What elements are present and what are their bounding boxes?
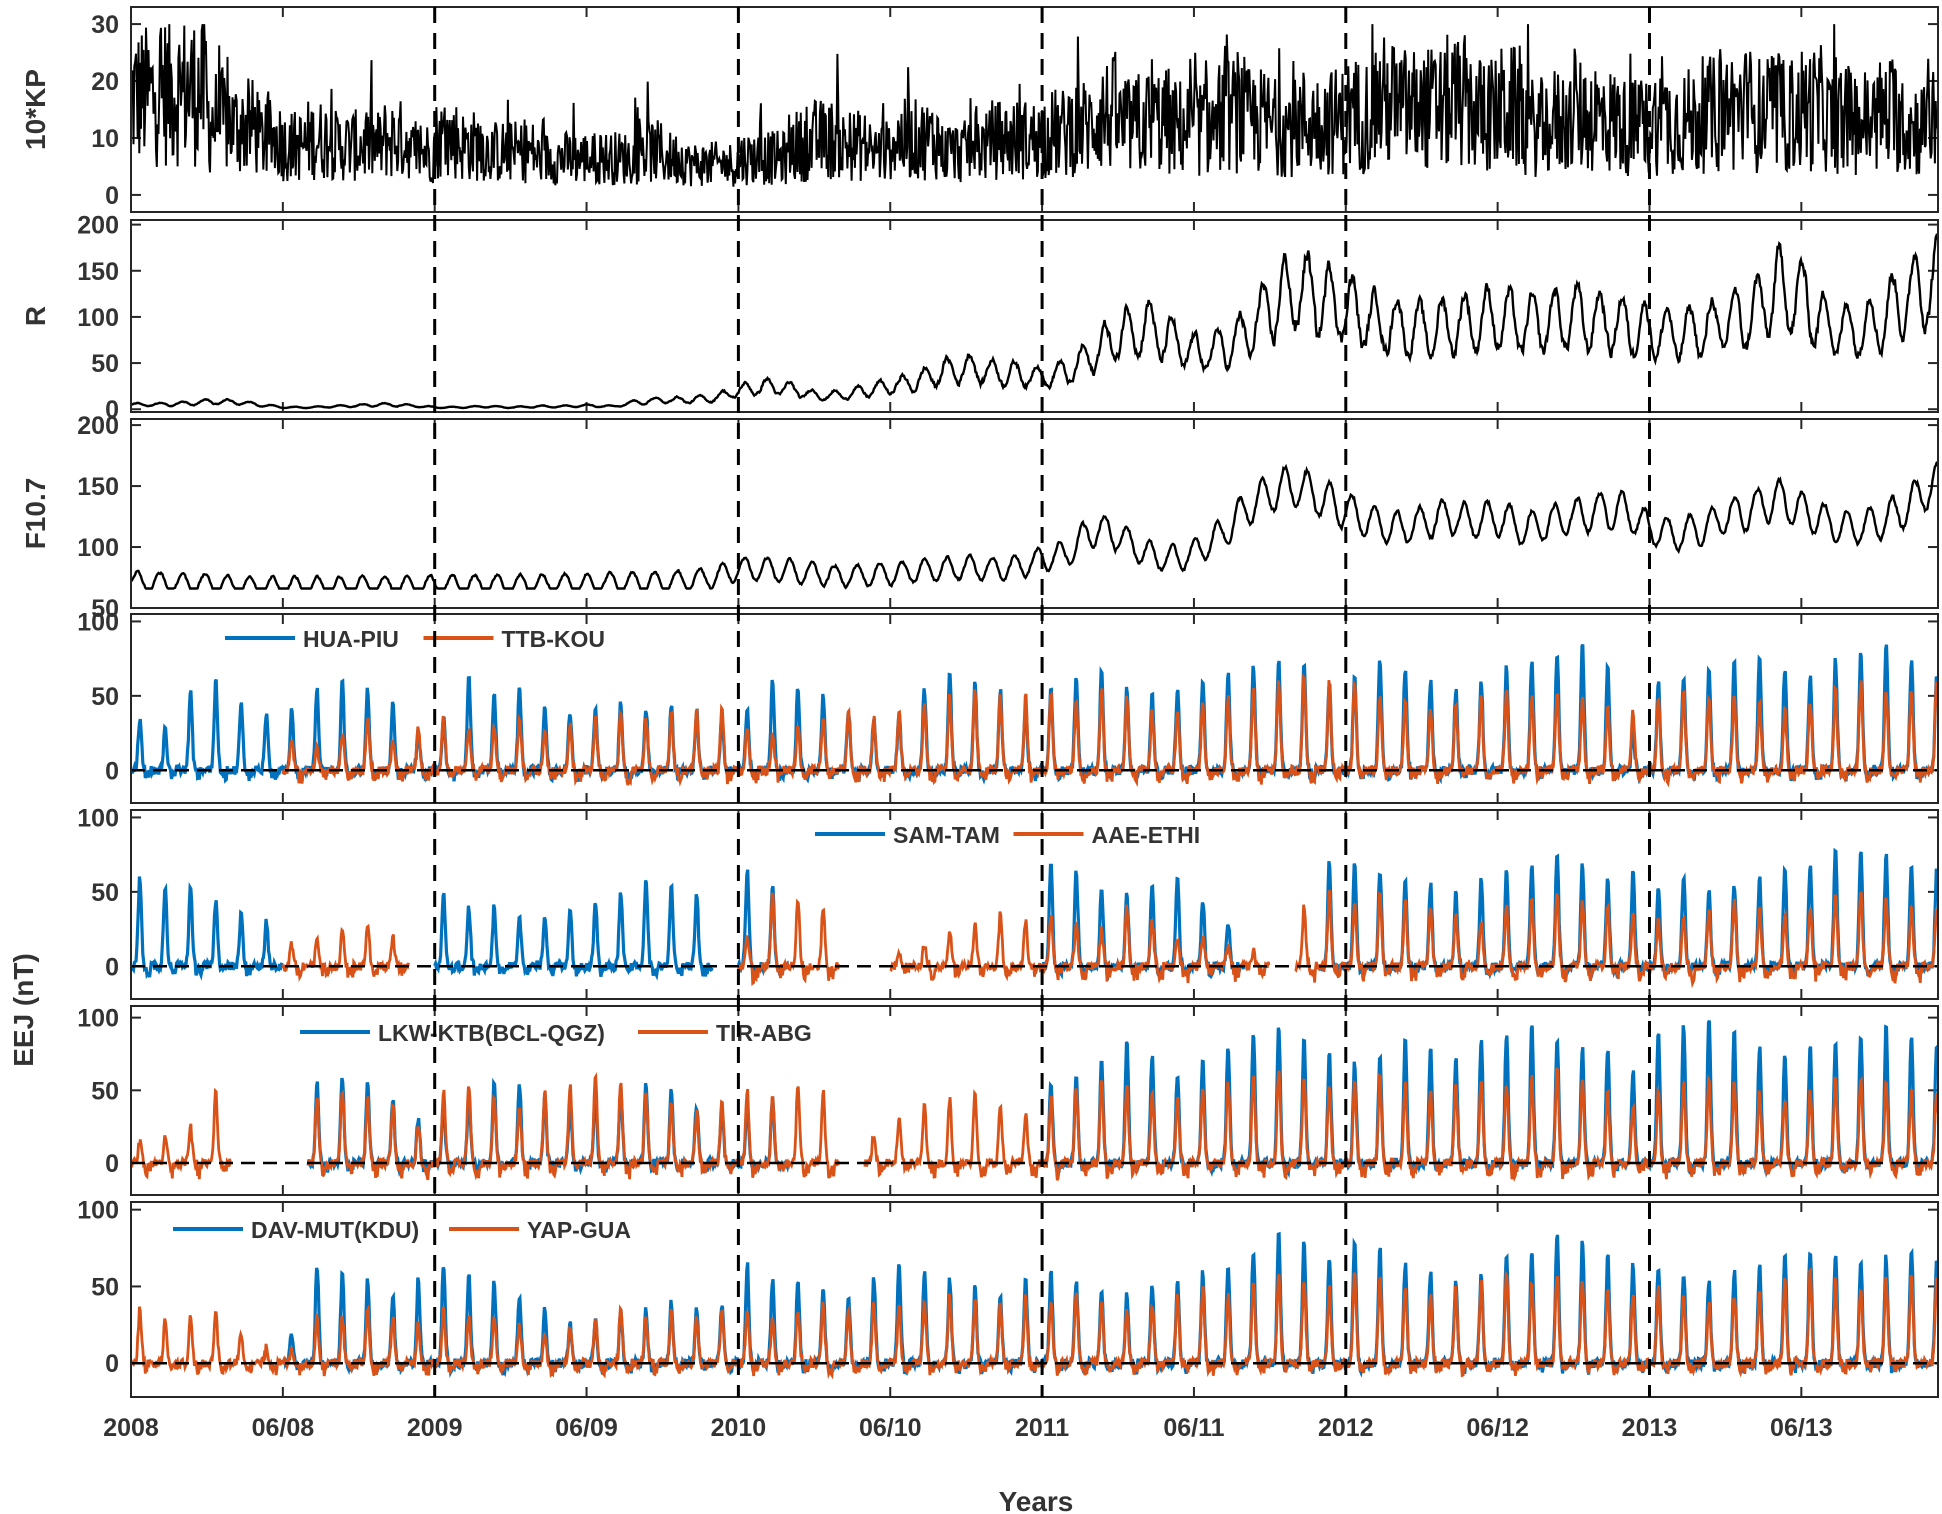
plot-area (131, 220, 1938, 412)
legend: HUA-PIU TTB-KOU (225, 626, 605, 652)
x-tick-label: 06/08 (252, 1414, 315, 1442)
legend: LKW-KTB(BCL-QGZ) TIR-ABG (300, 1020, 812, 1046)
panel-frame (130, 1201, 1939, 1398)
sunspot-series-line (131, 233, 1938, 410)
legend-label: SAM-TAM (893, 822, 1000, 848)
legend-label: TTB-KOU (502, 626, 605, 652)
panel-1: 0 50 100 150 200 R (20, 212, 1939, 424)
panel-0: 0 10 20 30 10*KP (20, 6, 1939, 213)
x-tick-label: 06/13 (1770, 1414, 1833, 1442)
panel-ylabel: 10*KP (20, 69, 51, 150)
panel-frame (130, 6, 1939, 213)
y-tick-label: 20 (91, 68, 119, 96)
y-tick-label: 100 (77, 1197, 119, 1225)
y-tick-label: 30 (91, 11, 119, 39)
y-tick-label: 0 (105, 182, 119, 210)
y-tick-label: 0 (105, 953, 119, 981)
panel-2: 50 100 150 200 F10.7 (20, 412, 1939, 623)
x-tick-label: 2008 (103, 1414, 159, 1442)
legend-label: DAV-MUT(KDU) (251, 1217, 419, 1243)
x-tick-label: 2011 (1015, 1414, 1069, 1442)
y-tick-label: 100 (77, 304, 119, 332)
f107-series-line (131, 460, 1938, 590)
y-tick-label: 100 (77, 1005, 119, 1033)
panel-frame (130, 1005, 1939, 1196)
y-tick-label: 0 (105, 757, 119, 785)
y-tick-label: 200 (77, 212, 119, 240)
y-tick-label: 100 (77, 608, 119, 636)
y-tick-label: 50 (91, 350, 119, 378)
x-tick-label: 2012 (1318, 1414, 1374, 1442)
x-tick-label: 2010 (711, 1414, 767, 1442)
legend-label: HUA-PIU (303, 626, 399, 652)
x-tick-label: 06/11 (1163, 1414, 1224, 1442)
y-tick-label: 200 (77, 412, 119, 440)
x-tick-label: 06/12 (1466, 1414, 1529, 1442)
legend-label: AAE-ETHI (1092, 822, 1201, 848)
panel-frame (130, 809, 1939, 1000)
panel-5: 0 50 100 LKW-KTB(BCL-QGZ) TIR-ABG (77, 1005, 1939, 1196)
y-tick-label: 100 (77, 804, 119, 832)
panel-frame (130, 418, 1939, 609)
plot-area (131, 419, 1938, 608)
legend-label: TIR-ABG (716, 1020, 812, 1046)
panel-frame (130, 613, 1939, 804)
x-tick-label: 2013 (1622, 1414, 1678, 1442)
y-tick-label: 0 (105, 1350, 119, 1378)
x-tick-label: 06/09 (555, 1414, 618, 1442)
legend-label: YAP-GUA (527, 1217, 631, 1243)
y-tick-label: 50 (91, 1077, 119, 1105)
y-tick-label: 50 (91, 595, 119, 623)
x-axis-title: Years (999, 1486, 1074, 1514)
panel-ylabel: F10.7 (20, 478, 51, 550)
eej-series-orange (131, 1266, 1938, 1380)
x-tick-label: 2009 (407, 1414, 463, 1442)
y-tick-label: 50 (91, 879, 119, 907)
panel-6: 0 50 100 DAV-MUT(KDU) YAP-GUA (77, 1197, 1939, 1398)
eej-series-orange (281, 889, 1938, 989)
y-tick-label: 100 (77, 534, 119, 562)
x-tick-label: 06/10 (859, 1414, 922, 1442)
panel-ylabel: R (20, 306, 51, 326)
y-tick-label: 50 (91, 1273, 119, 1301)
y-tick-label: 0 (105, 396, 119, 424)
panel-3: 0 50 100 HUA-PIU TTB-KOU (77, 608, 1939, 804)
y-tick-label: 150 (77, 258, 119, 286)
legend-label: LKW-KTB(BCL-QGZ) (378, 1020, 605, 1046)
y-tick-label: 0 (105, 1150, 119, 1178)
legend: SAM-TAM AAE-ETHI (815, 822, 1200, 848)
eej-shared-ylabel: EEJ (nT) (8, 953, 39, 1067)
panel-frame (130, 219, 1939, 413)
y-tick-label: 50 (91, 683, 119, 711)
legend: DAV-MUT(KDU) YAP-GUA (173, 1217, 631, 1243)
y-tick-label: 10 (91, 125, 119, 153)
kp-series-line (131, 23, 1938, 187)
y-tick-label: 150 (77, 473, 119, 501)
panel-4: 0 50 100 SAM-TAM AAE-ETHI (77, 804, 1939, 1000)
